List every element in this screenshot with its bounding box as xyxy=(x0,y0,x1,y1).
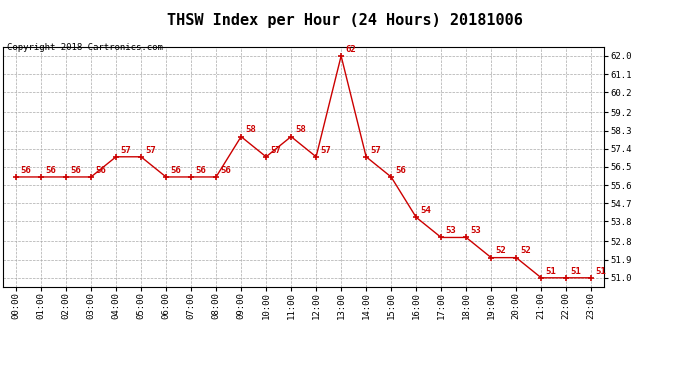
Text: 56: 56 xyxy=(20,166,31,175)
Text: 57: 57 xyxy=(145,146,156,154)
Text: Copyright 2018 Cartronics.com: Copyright 2018 Cartronics.com xyxy=(7,43,163,52)
Text: 53: 53 xyxy=(445,226,456,235)
Text: 56: 56 xyxy=(170,166,181,175)
Text: 52: 52 xyxy=(520,246,531,255)
Text: 56: 56 xyxy=(220,166,231,175)
Text: 57: 57 xyxy=(320,146,331,154)
Text: 58: 58 xyxy=(295,126,306,135)
Text: 51: 51 xyxy=(595,267,606,276)
Text: 57: 57 xyxy=(371,146,381,154)
Text: 56: 56 xyxy=(395,166,406,175)
Text: 57: 57 xyxy=(270,146,281,154)
Text: 57: 57 xyxy=(120,146,131,154)
Text: 62: 62 xyxy=(345,45,356,54)
Text: 56: 56 xyxy=(70,166,81,175)
Text: THSW  (°F): THSW (°F) xyxy=(569,32,622,41)
Text: 51: 51 xyxy=(545,267,556,276)
Text: 51: 51 xyxy=(571,267,581,276)
Text: 56: 56 xyxy=(45,166,56,175)
Text: 58: 58 xyxy=(245,126,256,135)
Text: 56: 56 xyxy=(95,166,106,175)
Text: 53: 53 xyxy=(471,226,481,235)
Text: 56: 56 xyxy=(195,166,206,175)
Text: THSW Index per Hour (24 Hours) 20181006: THSW Index per Hour (24 Hours) 20181006 xyxy=(167,13,523,28)
Text: 52: 52 xyxy=(495,246,506,255)
Text: 54: 54 xyxy=(420,206,431,215)
